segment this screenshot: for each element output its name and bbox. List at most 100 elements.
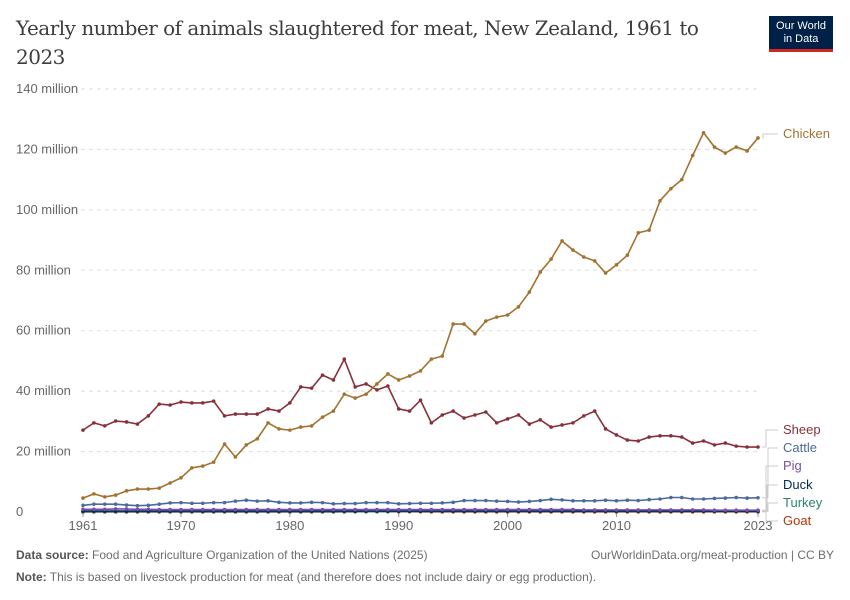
y-tick-label: 60 million [16, 323, 71, 338]
source-url-link[interactable]: OurWorldinData.org/meat-production | CC … [591, 548, 834, 562]
data-point-sheep [647, 435, 651, 439]
data-point-pig [745, 508, 749, 512]
data-point-sheep [255, 412, 259, 416]
legend-label-chicken: Chicken [783, 126, 830, 141]
data-point-pig [396, 507, 401, 512]
data-point-chicken [92, 492, 96, 496]
data-point-cattle [451, 500, 455, 505]
data-point-chicken [168, 481, 172, 485]
data-point-chicken [712, 145, 717, 149]
data-point-chicken [179, 476, 183, 480]
y-tick-label: 0 [16, 504, 23, 519]
data-point-cattle [331, 502, 336, 506]
legend-connector [762, 465, 778, 511]
data-point-chicken [288, 428, 292, 432]
data-point-sheep [331, 378, 336, 382]
data-point-pig [233, 507, 238, 512]
data-point-sheep [538, 418, 543, 422]
data-point-sheep [211, 399, 216, 403]
note-label: Note: [16, 570, 47, 584]
data-point-cattle [233, 499, 238, 503]
data-point-pig [309, 507, 314, 512]
data-point-sheep [723, 441, 728, 445]
data-point-cattle [255, 499, 259, 503]
data-point-pig [200, 507, 205, 512]
data-point-chicken [266, 421, 270, 425]
data-point-sheep [549, 425, 553, 429]
data-point-chicken [81, 496, 85, 500]
data-point-cattle [756, 495, 760, 500]
data-point-pig [582, 508, 586, 512]
owid-logo[interactable]: Our World in Data [769, 16, 833, 52]
data-point-chicken [571, 248, 575, 252]
data-point-chicken [723, 151, 728, 155]
data-point-pig [146, 507, 151, 512]
data-point-chicken [582, 255, 586, 259]
legend-label-turkey: Turkey [783, 495, 823, 510]
data-point-sheep [473, 413, 477, 417]
data-point-cattle [560, 498, 564, 502]
data-point-cattle [658, 497, 662, 501]
legend-label-sheep: Sheep [783, 422, 821, 437]
x-tick-label: 1961 [69, 518, 98, 533]
data-point-chicken [473, 331, 477, 336]
data-point-cattle [320, 500, 325, 505]
data-point-pig [320, 507, 325, 512]
data-point-cattle [582, 499, 586, 503]
legend-connector [762, 429, 778, 448]
data-point-pig [124, 507, 129, 511]
x-tick-label: 1980 [275, 518, 304, 533]
y-tick-label: 80 million [16, 262, 71, 277]
data-point-pig [168, 507, 172, 512]
data-point-chicken [146, 487, 151, 491]
data-point-chicken [484, 319, 488, 323]
data-point-chicken [647, 228, 651, 232]
data-point-sheep [244, 412, 249, 416]
data-point-sheep [625, 438, 630, 442]
data-point-pig [266, 507, 270, 512]
data-point-sheep [375, 388, 379, 392]
data-point-cattle [462, 498, 466, 503]
data-point-cattle [473, 498, 477, 503]
data-point-sheep [571, 421, 575, 425]
data-point-cattle [679, 495, 684, 500]
data-point-chicken [451, 322, 455, 326]
data-point-cattle [135, 503, 140, 508]
data-point-chicken [625, 253, 630, 257]
data-point-chicken [560, 239, 564, 243]
data-point-sheep [179, 400, 183, 404]
data-point-sheep [658, 434, 662, 438]
data-point-sheep [560, 423, 564, 427]
y-tick-label: 40 million [16, 383, 71, 398]
data-point-cattle [396, 502, 401, 506]
data-point-chicken [342, 392, 347, 396]
data-point-cattle [505, 499, 510, 504]
data-point-pig [462, 507, 466, 512]
data-point-chicken [222, 442, 227, 446]
data-point-chicken [157, 486, 162, 490]
data-point-chicken [494, 315, 499, 319]
data-point-sheep [603, 427, 608, 431]
data-point-cattle [277, 500, 281, 505]
data-point-sheep [135, 422, 140, 426]
data-point-pig [113, 507, 118, 511]
data-point-sheep [636, 439, 641, 443]
data-point-cattle [179, 500, 183, 505]
data-point-chicken [124, 489, 129, 493]
data-point-chicken [462, 322, 466, 326]
data-point-cattle [364, 500, 368, 505]
data-point-pig [298, 507, 303, 512]
data-point-chicken [418, 369, 423, 373]
data-point-cattle [625, 498, 630, 503]
data-point-sheep [418, 398, 423, 403]
data-point-cattle [690, 497, 695, 501]
data-point-cattle [418, 501, 423, 506]
data-point-cattle [734, 495, 739, 500]
data-point-chicken [113, 493, 118, 497]
data-point-cattle [375, 500, 379, 505]
data-point-cattle [745, 496, 749, 500]
data-point-cattle [190, 501, 194, 506]
data-point-sheep [494, 421, 499, 425]
data-point-sheep [407, 409, 412, 413]
data-point-sheep [342, 357, 347, 361]
